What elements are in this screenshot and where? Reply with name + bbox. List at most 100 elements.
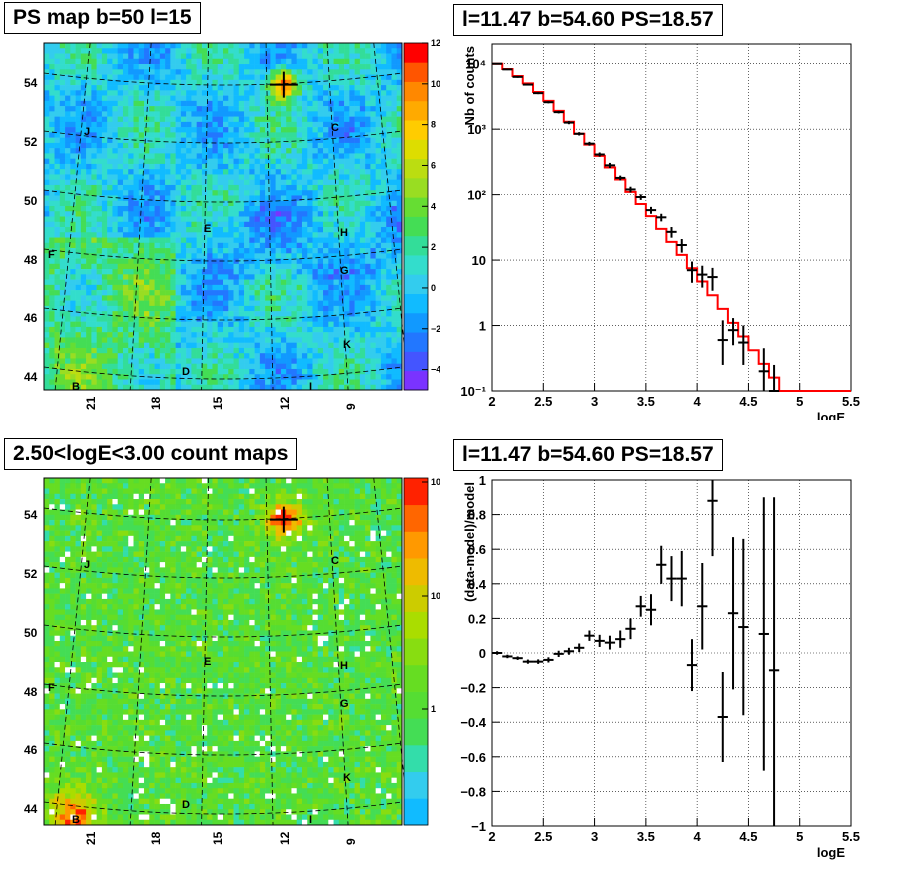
source-label-i: I — [309, 814, 312, 826]
data-point — [533, 92, 544, 95]
data-point — [625, 186, 636, 193]
data-point — [563, 121, 575, 125]
y-tick-label: 1 — [479, 473, 486, 488]
data-point — [584, 141, 595, 146]
data-point — [512, 656, 523, 660]
data-point — [768, 497, 780, 826]
data-point — [615, 175, 626, 181]
x-tick-label: 9 — [344, 838, 358, 845]
y-axis-label: Nb of counts — [462, 46, 477, 125]
data-point — [666, 556, 677, 602]
x-tick-label: 18 — [149, 831, 163, 845]
source-label-k: K — [343, 339, 351, 351]
y-tick-label: 46 — [24, 311, 38, 325]
y-tick-label: 0.2 — [468, 611, 486, 626]
palette-frame — [403, 477, 429, 826]
data-point — [553, 110, 564, 114]
x-tick-label: 9 — [344, 403, 358, 410]
data-point — [594, 152, 605, 157]
data-point — [666, 227, 677, 238]
data-point — [717, 320, 728, 365]
y-tick-label: 54 — [24, 508, 38, 522]
data-point — [533, 659, 544, 664]
source-label-c: C — [331, 555, 339, 567]
x-tick-label: 4.5 — [739, 394, 757, 409]
palette-tick: 10 — [431, 79, 440, 89]
source-label-b: B — [72, 381, 80, 393]
source-label-g: G — [340, 698, 349, 710]
y-tick-label: −0.6 — [460, 750, 486, 765]
grid — [491, 479, 852, 827]
data-point — [758, 348, 769, 391]
data-point — [543, 657, 554, 663]
data-point — [656, 545, 667, 584]
y-tick-label: 0.6 — [468, 542, 486, 557]
y-tick-label: −0.4 — [460, 715, 486, 730]
data-point — [522, 83, 534, 86]
palette-tick: 4 — [431, 201, 436, 211]
grid — [491, 44, 852, 392]
color-palette — [404, 478, 428, 826]
x-tick-label: 12 — [278, 396, 292, 410]
x-tick-label: 3 — [591, 394, 598, 409]
palette-tick: −2 — [431, 324, 440, 334]
x-tick-label: 4.5 — [739, 829, 757, 844]
data-point — [492, 62, 503, 65]
y-tick-label: 10 — [472, 253, 486, 268]
y-tick-label: 1 — [479, 319, 486, 334]
y-tick-label: 46 — [24, 743, 38, 757]
source-label-i: I — [309, 381, 312, 393]
count-map-panel: 54 52 50 48 46 44 21 18 15 12 9 J C E H F G K D B I 10² 10 1 2.… — [0, 435, 440, 871]
x-tick-label: 2 — [488, 394, 495, 409]
source-label-j: J — [84, 559, 90, 571]
coord-grid — [43, 42, 410, 391]
x-tick-label: 21 — [84, 396, 98, 410]
y-tick-label: 0.4 — [468, 577, 487, 592]
x-tick-label: 4 — [694, 394, 702, 409]
palette-tick: 0 — [431, 283, 436, 293]
ps-map-svg: 54 52 50 48 46 44 21 18 15 12 9 J C E H F G K D B I 12 10 8 6 4 2 0… — [24, 38, 440, 410]
y-tick-label: 10⁻¹ — [460, 384, 486, 399]
plot-frame — [491, 43, 852, 392]
y-tick-label: 52 — [24, 567, 38, 581]
source-label-f: F — [48, 682, 55, 694]
y-tick-label: 44 — [24, 370, 38, 384]
source-label-e: E — [204, 656, 211, 668]
y-tick-label: 44 — [24, 802, 38, 816]
palette-frame — [403, 42, 429, 391]
data-point — [727, 318, 739, 346]
data-point — [574, 132, 585, 136]
data-point — [584, 630, 595, 641]
spectrum-title: l=11.47 b=54.60 PS=18.57 — [453, 4, 723, 36]
y-tick-label: 0.8 — [468, 508, 486, 523]
data-point — [697, 563, 708, 650]
count-map-title: 2.50<logE<3.00 count maps — [4, 438, 298, 470]
count-map-svg: 54 52 50 48 46 44 21 18 15 12 9 J C E H F G K D B I 10² 10 1 — [24, 477, 440, 845]
data-point — [625, 618, 636, 640]
x-tick-label: 21 — [84, 831, 98, 845]
source-label-g: G — [340, 265, 349, 277]
data-point — [604, 635, 616, 650]
x-tick-label: 2.5 — [534, 394, 552, 409]
x-tick-label: 5 — [796, 394, 803, 409]
x-axis-label: logE — [817, 410, 845, 420]
y-tick-label: 54 — [24, 76, 38, 90]
x-tick-label: 2 — [488, 829, 495, 844]
data-point — [645, 206, 657, 214]
spectrum-chart: 2 2.5 3 3.5 4 4.5 5 5.5 10⁻¹ 1 10 10² 10³ 10⁴ logE Nb o… — [460, 43, 860, 420]
source-label-d: D — [182, 366, 190, 378]
x-tick-label: 15 — [211, 831, 225, 845]
spectrum-panel: 2 2.5 3 3.5 4 4.5 5 5.5 10⁻¹ 1 10 10² 10³ 10⁴ logE Nb o… — [445, 0, 898, 420]
source-label-h: H — [340, 660, 348, 672]
data-point — [502, 68, 513, 71]
palette-tick: −4 — [431, 365, 440, 375]
x-tick-label: 2.5 — [534, 829, 552, 844]
source-label-c: C — [331, 122, 339, 134]
data-point — [676, 238, 687, 253]
palette-tick: 10² — [431, 477, 440, 487]
y-tick-label: 0 — [479, 646, 486, 661]
map-frame — [43, 42, 403, 391]
coord-grid — [43, 477, 410, 826]
palette-tick: 1 — [431, 704, 436, 714]
x-tick-label: 5.5 — [842, 829, 860, 844]
